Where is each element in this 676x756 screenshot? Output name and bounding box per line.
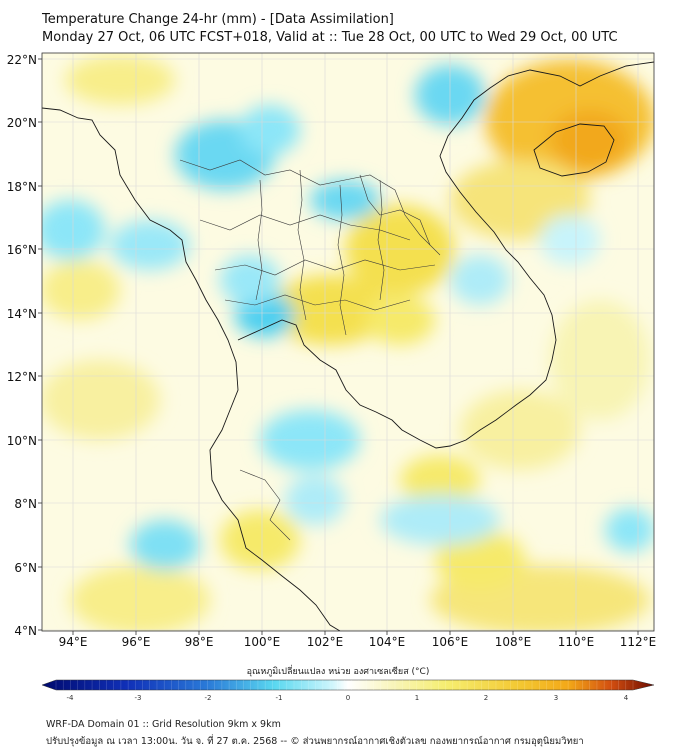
lon-tick-label: 98°E [185, 635, 214, 649]
colorbar-tick-label: -4 [67, 694, 75, 702]
lat-tick-label: 16°N [7, 243, 37, 257]
footer-model-info: WRF-DA Domain 01 :: Grid Resolution 9km … [46, 719, 281, 730]
colorbar-tick-label: 1 [415, 694, 419, 702]
lon-tick-label: 94°E [59, 635, 88, 649]
lat-tick-label: 6°N [14, 561, 37, 575]
colorbar-tick-label: -3 [135, 694, 142, 702]
colorbar-tick-label: 4 [624, 694, 629, 702]
colorbar-tick-label: -2 [205, 694, 212, 702]
coastline [42, 61, 654, 631]
lat-tick-label: 20°N [7, 116, 37, 130]
colorbar-tick-label: 2 [484, 694, 488, 702]
lon-tick-label: 112°E [620, 635, 657, 649]
province-borders [179, 159, 441, 541]
lon-tick-label: 102°E [307, 635, 344, 649]
footer-update-info: ปรับปรุงข้อมูล ณ เวลา 13:00น. วัน จ. ที่… [46, 736, 584, 747]
lat-tick-label: 22°N [7, 53, 37, 67]
colorbar-label: อุณหภูมิเปลี่ยนแปลง หน่วย องศาเซลเซียส (… [246, 667, 430, 677]
lat-tick-label: 8°N [14, 497, 37, 511]
colorbar-scale [41, 679, 655, 691]
map-frame [41, 52, 655, 632]
lon-tick-label: 96°E [122, 635, 151, 649]
lat-tick-label: 14°N [7, 307, 37, 321]
lon-axis: 94°E 96°E 98°E 100°E 102°E 104°E 106°E 1… [59, 635, 657, 649]
axis-ticks [38, 58, 639, 635]
colorbar-tick-label: 0 [346, 694, 350, 702]
lon-tick-label: 104°E [369, 635, 406, 649]
colorbar-tick-label: -1 [276, 694, 283, 702]
lon-tick-label: 108°E [495, 635, 532, 649]
lat-tick-label: 18°N [7, 180, 37, 194]
lat-axis: 22°N 20°N 18°N 16°N 14°N 12°N 10°N 8°N 6… [7, 53, 37, 638]
colorbar-tick-label: 3 [554, 694, 558, 702]
lon-tick-label: 110°E [558, 635, 595, 649]
lon-tick-label: 100°E [244, 635, 281, 649]
lat-tick-label: 4°N [14, 624, 37, 638]
temperature-field [42, 53, 654, 631]
lon-tick-label: 106°E [432, 635, 469, 649]
lat-tick-label: 12°N [7, 370, 37, 384]
gridlines [42, 53, 654, 631]
colorbar: -4 -3 -2 -1 0 1 2 3 4 [41, 679, 655, 702]
map-subtitle: Monday 27 Oct, 06 UTC FCST+018, Valid at… [42, 30, 618, 45]
lat-tick-label: 10°N [7, 434, 37, 448]
map-title: Temperature Change 24-hr (mm) - [Data As… [42, 12, 394, 27]
